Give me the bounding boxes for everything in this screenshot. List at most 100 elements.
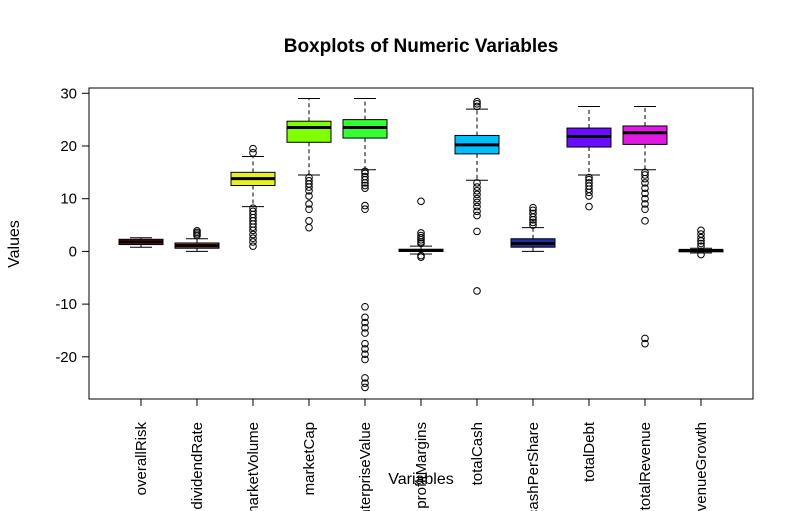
box-marketCap [286, 98, 332, 232]
outlier-point [697, 242, 705, 250]
y-tick-label: 10 [60, 191, 77, 208]
outlier-point [361, 339, 369, 348]
y-tick-label: 30 [60, 85, 77, 102]
outlier-point [305, 192, 313, 200]
x-tick-label: totalRevenue [637, 422, 654, 510]
outlier-point [529, 206, 537, 215]
outlier-point [641, 339, 649, 348]
outlier-point [473, 100, 481, 108]
x-tick-label: totalCash [469, 422, 486, 485]
y-tick-label: -20 [55, 349, 77, 366]
box-profitMargins [398, 197, 444, 262]
outlier-point [473, 179, 481, 187]
outlier-point [361, 205, 369, 214]
outlier-point [473, 190, 481, 199]
boxes-group [118, 97, 724, 392]
outlier-point [249, 204, 257, 212]
outlier-point [641, 179, 649, 187]
outlier-point [641, 205, 649, 214]
outlier-point [361, 324, 369, 332]
box-overallRisk [118, 237, 164, 248]
outlier-point [641, 189, 649, 198]
outlier-point [585, 175, 593, 184]
x-tick-label: dividendRate [189, 422, 206, 510]
outlier-point [473, 211, 481, 220]
x-tick-label: marketCap [301, 422, 318, 495]
outlier-point [249, 242, 257, 250]
outlier-point [417, 239, 425, 248]
box-marketVolume [230, 144, 276, 250]
outlier-point [641, 200, 649, 208]
outlier-point [473, 227, 481, 236]
chart-title: Boxplots of Numeric Variables [284, 36, 559, 57]
outlier-point [417, 233, 425, 242]
outlier-point [529, 218, 537, 227]
outlier-point [697, 237, 705, 245]
outlier-point [361, 172, 369, 181]
outlier-point [697, 250, 705, 259]
outlier-point [361, 201, 369, 210]
box-totalDebt [566, 105, 612, 211]
outlier-point [305, 176, 313, 185]
outlier-point [361, 374, 369, 382]
outlier-point [697, 239, 705, 248]
outlier-point [473, 97, 481, 106]
outlier-point [641, 334, 649, 343]
outlier-point [361, 313, 369, 322]
x-tick-label: profitMargins [413, 422, 430, 509]
outlier-point [361, 355, 369, 364]
outlier-point [585, 179, 593, 187]
y-tick-label: 0 [69, 243, 77, 260]
outlier-point [473, 186, 481, 195]
y-axis: -20 -10 0 10 20 30 [55, 85, 89, 366]
outlier-point [473, 202, 481, 211]
outlier-point [473, 198, 481, 207]
box-totalRevenue [622, 105, 668, 348]
outlier-point [529, 209, 537, 218]
y-tick-label: 20 [60, 138, 77, 155]
outlier-point [361, 329, 369, 337]
outlier-point [585, 173, 593, 182]
outlier-point [193, 227, 201, 235]
box-totalCash [454, 97, 500, 295]
outlier-point [641, 171, 649, 179]
outlier-point [361, 167, 369, 176]
outlier-point [249, 234, 257, 243]
outlier-point [473, 194, 481, 203]
outlier-point [249, 149, 257, 157]
outlier-point [361, 169, 369, 178]
outlier-point [361, 302, 369, 311]
box-iqr [622, 125, 668, 145]
box-cashPerShare [510, 203, 556, 252]
outlier-point [473, 207, 481, 216]
outlier-point [697, 233, 705, 242]
outlier-point [305, 217, 313, 225]
outlier-point [361, 318, 369, 327]
outlier-point [361, 379, 369, 387]
outlier-point [641, 194, 649, 203]
outlier-point [305, 223, 313, 232]
outlier-point [361, 350, 369, 358]
x-tick-label: revenueGrowth [693, 422, 710, 511]
outlier-point [641, 184, 649, 192]
box-revenueGrowth [678, 226, 724, 259]
outlier-point [641, 217, 649, 225]
outlier-point [249, 207, 257, 216]
outlier-point [305, 173, 313, 182]
outlier-point [529, 221, 537, 229]
x-tick-label: enterpriseValue [357, 422, 374, 511]
outlier-point [529, 203, 537, 212]
outlier-point [417, 197, 425, 206]
outlier-point [249, 238, 257, 246]
box-dividendRate [174, 227, 220, 252]
outlier-point [361, 181, 369, 190]
x-tick-label: totalDebt [581, 421, 598, 482]
outlier-point [249, 230, 257, 239]
x-axis: overallRisk dividendRate marketVolume marke… [133, 399, 710, 511]
outlier-point [473, 287, 481, 295]
outlier-point [417, 253, 425, 262]
y-tick-label: -10 [55, 296, 77, 313]
outlier-point [361, 383, 369, 392]
x-tick-label: cashPerShare [525, 422, 542, 511]
